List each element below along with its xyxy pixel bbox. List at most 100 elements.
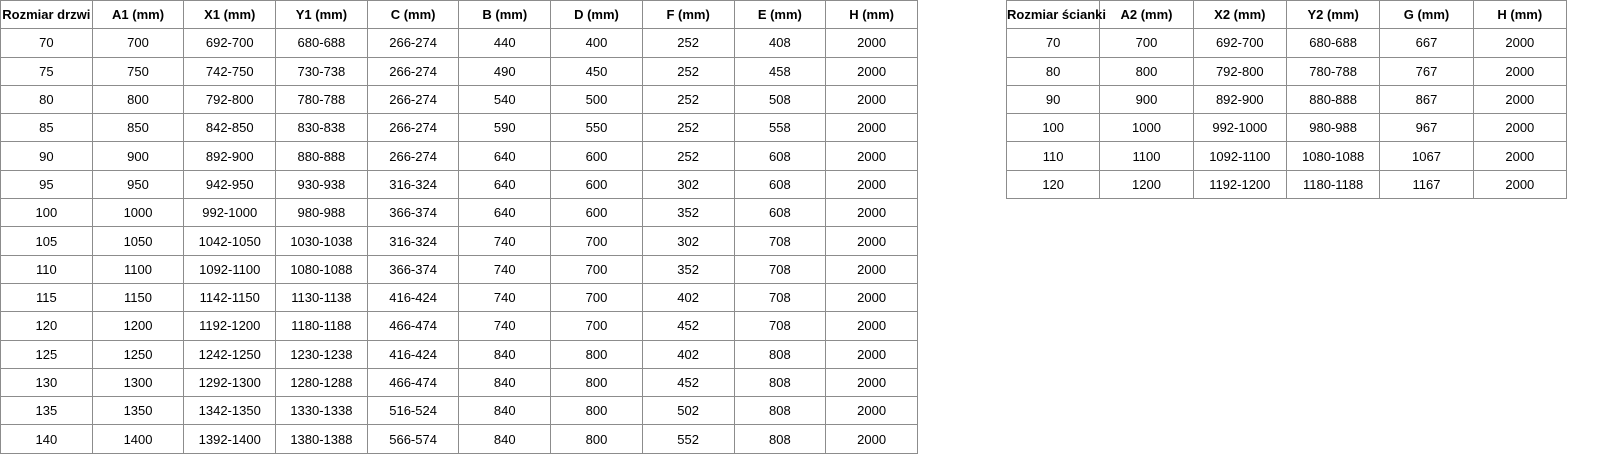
- table-cell: 608: [733, 141, 827, 171]
- table-cell: 1130-1138: [275, 282, 368, 313]
- door-dimensions-table: Rozmiar drzwi A1 (mm) X1 (mm) Y1 (mm) C (mm)…: [0, 0, 918, 454]
- table-cell: 842-850: [183, 113, 277, 143]
- table-cell: 1080-1088: [1285, 141, 1381, 171]
- table-cell: 70: [1005, 28, 1101, 58]
- table-cell: 1192-1200: [1192, 169, 1287, 200]
- table-cell: 1180-1188: [1285, 169, 1381, 200]
- table-row: 70 700 692-700 680-688 266-274 440 400 252 408 20…: [0, 28, 918, 58]
- table-cell: 740: [458, 254, 552, 284]
- table-cell: 2000: [825, 198, 918, 228]
- table-cell: 2000: [1472, 84, 1568, 115]
- table-cell: 992-1000: [183, 198, 277, 228]
- table-cell: 352: [641, 198, 735, 228]
- column-header: A2 (mm): [1099, 0, 1194, 30]
- table-row: 120 1200 1192-1200 1180-1188 466-474 740 700 45…: [0, 311, 918, 341]
- table-row: 70 700 692-700 680-688 667 2000: [1005, 28, 1568, 58]
- table-row: 130 1300 1292-1300 1280-1288 466-474 840 800 45…: [0, 367, 918, 398]
- table-cell: 800: [91, 84, 185, 115]
- table-cell: 2000: [825, 226, 918, 256]
- table-cell: 2000: [825, 84, 918, 115]
- table-cell: 700: [550, 254, 643, 284]
- table-cell: 700: [91, 28, 185, 58]
- table-cell: 840: [458, 339, 552, 369]
- table-cell: 490: [458, 56, 552, 86]
- table-cell: 692-700: [1192, 28, 1287, 58]
- column-header: Y1 (mm): [275, 0, 368, 30]
- table-cell: 600: [550, 198, 643, 228]
- table-cell: 458: [733, 56, 827, 86]
- table-cell: 252: [641, 56, 735, 86]
- table-cell: 692-700: [183, 28, 277, 58]
- table-cell: 90: [1005, 84, 1101, 115]
- table-cell: 130: [0, 367, 93, 398]
- table-cell: 352: [641, 254, 735, 284]
- column-header: A1 (mm): [91, 0, 185, 30]
- table-cell: 416-424: [366, 282, 460, 313]
- table-row: 90 900 892-900 880-888 867 2000: [1005, 84, 1568, 115]
- table-cell: 700: [550, 226, 643, 256]
- table-cell: 452: [641, 367, 735, 398]
- table-cell: 125: [0, 339, 93, 369]
- column-header: B (mm): [458, 0, 552, 30]
- table-cell: 316-324: [366, 226, 460, 256]
- table-cell: 808: [733, 339, 827, 369]
- table-cell: 800: [550, 396, 643, 426]
- table-cell: 1080-1088: [275, 254, 368, 284]
- table-cell: 667: [1379, 28, 1474, 58]
- table-cell: 708: [733, 226, 827, 256]
- table-cell: 120: [0, 311, 93, 341]
- table-cell: 942-950: [183, 169, 277, 200]
- table-cell: 2000: [1472, 56, 1568, 86]
- table-cell: 1392-1400: [183, 424, 277, 454]
- table-cell: 1100: [91, 254, 185, 284]
- table-cell: 840: [458, 367, 552, 398]
- table-cell: 640: [458, 169, 552, 200]
- table-cell: 808: [733, 367, 827, 398]
- table-cell: 750: [91, 56, 185, 86]
- table-cell: 840: [458, 396, 552, 426]
- table-cell: 2000: [1472, 28, 1568, 58]
- table-cell: 2000: [825, 367, 918, 398]
- table-cell: 452: [641, 311, 735, 341]
- table-cell: 930-938: [275, 169, 368, 200]
- table-cell: 402: [641, 282, 735, 313]
- table-cell: 302: [641, 169, 735, 200]
- table-cell: 110: [0, 254, 93, 284]
- table-cell: 740: [458, 226, 552, 256]
- table-cell: 1142-1150: [183, 282, 277, 313]
- table-cell: 266-274: [366, 141, 460, 171]
- table-cell: 2000: [825, 396, 918, 426]
- table-cell: 2000: [825, 141, 918, 171]
- table-cell: 566-574: [366, 424, 460, 454]
- table-cell: 1092-1100: [1192, 141, 1287, 171]
- table-row: 115 1150 1142-1150 1130-1138 416-424 740 700 40…: [0, 282, 918, 313]
- column-header: H (mm): [1472, 0, 1568, 30]
- table-cell: 800: [550, 367, 643, 398]
- table-cell: 640: [458, 141, 552, 171]
- table-cell: 1030-1038: [275, 226, 368, 256]
- table-cell: 1380-1388: [275, 424, 368, 454]
- table-cell: 608: [733, 169, 827, 200]
- table-row: 90 900 892-900 880-888 266-274 640 600 252 608 20…: [0, 141, 918, 171]
- table-cell: 2000: [825, 28, 918, 58]
- table-cell: 466-474: [366, 311, 460, 341]
- table-cell: 252: [641, 84, 735, 115]
- table-cell: 1200: [91, 311, 185, 341]
- table-cell: 2000: [825, 282, 918, 313]
- table-row: 135 1350 1342-1350 1330-1338 516-524 840 800 50…: [0, 396, 918, 426]
- table-cell: 252: [641, 28, 735, 58]
- table-cell: 1280-1288: [275, 367, 368, 398]
- table-cell: 708: [733, 282, 827, 313]
- table-cell: 366-374: [366, 254, 460, 284]
- table-cell: 792-800: [183, 84, 277, 115]
- table-cell: 1000: [91, 198, 185, 228]
- table-cell: 980-988: [275, 198, 368, 228]
- column-header: X2 (mm): [1192, 0, 1287, 30]
- table-cell: 600: [550, 141, 643, 171]
- column-header: X1 (mm): [183, 0, 277, 30]
- table-row: 120 1200 1192-1200 1180-1188 1167 2000: [1005, 169, 1568, 200]
- table-cell: 792-800: [1192, 56, 1287, 86]
- table-cell: 1242-1250: [183, 339, 277, 369]
- table-cell: 80: [1005, 56, 1101, 86]
- table-cell: 1200: [1099, 169, 1194, 200]
